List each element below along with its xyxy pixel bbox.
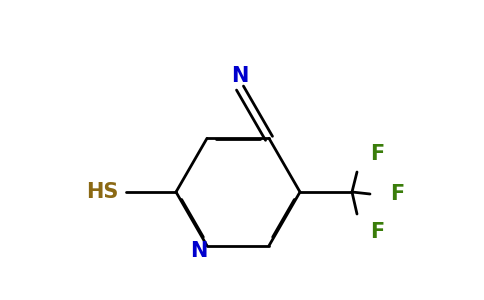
Text: F: F	[370, 222, 384, 242]
Text: N: N	[231, 66, 249, 86]
Text: F: F	[370, 144, 384, 164]
Text: N: N	[190, 241, 208, 261]
Text: HS: HS	[87, 182, 119, 202]
Text: F: F	[390, 184, 404, 204]
